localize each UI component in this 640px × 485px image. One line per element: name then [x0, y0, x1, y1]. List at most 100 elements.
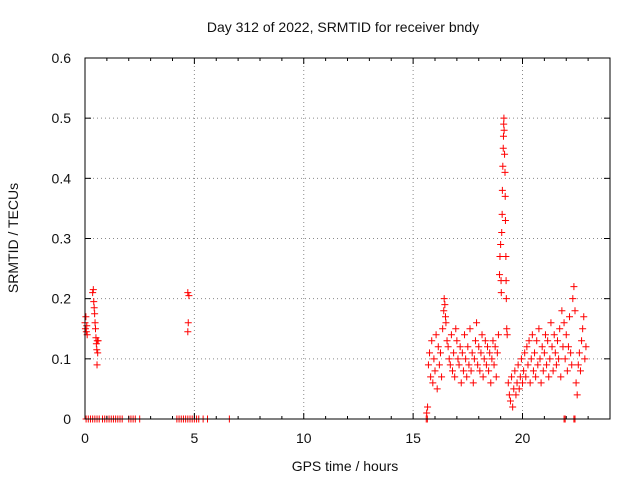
data-point: [443, 337, 451, 345]
data-point: [455, 361, 463, 369]
data-point: [561, 355, 569, 363]
data-point: [94, 349, 102, 357]
data-point: [501, 216, 509, 224]
data-point: [428, 337, 436, 345]
data-point: [491, 343, 499, 351]
data-point: [484, 343, 491, 351]
data-point: [467, 367, 475, 375]
data-point: [451, 373, 459, 381]
data-point: [475, 343, 483, 351]
data-point: [446, 361, 454, 369]
data-point: [503, 331, 511, 339]
data-point: [533, 337, 541, 345]
data-point: [92, 325, 99, 333]
data-point: [551, 349, 559, 357]
data-point: [514, 361, 522, 369]
x-tick-label: 5: [190, 430, 198, 446]
data-point: [497, 241, 505, 249]
data-point: [572, 379, 580, 387]
data-point: [450, 349, 458, 357]
data-point: [466, 325, 474, 333]
data-point: [474, 361, 482, 369]
data-point: [500, 120, 508, 128]
data-point: [439, 325, 447, 333]
data-point: [93, 346, 101, 354]
data-point: [540, 349, 548, 357]
data-point: [185, 292, 193, 300]
data-point: [524, 361, 532, 369]
data-point: [547, 319, 555, 327]
data-point: [93, 361, 101, 369]
data-point: [536, 355, 544, 363]
data-point: [82, 313, 90, 321]
data-point: [447, 331, 455, 339]
data-point: [581, 355, 589, 363]
data-point: [434, 343, 442, 351]
data-point: [184, 328, 192, 336]
data-point: [471, 337, 479, 345]
data-point: [423, 409, 431, 417]
data-point: [552, 361, 560, 369]
data-points: [81, 114, 590, 423]
data-point: [441, 301, 449, 309]
x-tick-label: 0: [81, 430, 89, 446]
data-point: [89, 286, 97, 294]
data-point: [478, 331, 486, 339]
data-point: [463, 373, 471, 381]
data-point: [432, 331, 440, 339]
data-point: [504, 379, 512, 387]
data-point: [556, 325, 564, 333]
data-point: [503, 325, 511, 333]
data-point: [539, 367, 547, 375]
data-point: [457, 379, 465, 387]
data-point: [550, 331, 558, 339]
data-point: [479, 373, 487, 381]
y-tick-label: 0: [63, 411, 71, 427]
data-point: [465, 361, 473, 369]
data-point: [486, 349, 494, 357]
data-point: [489, 337, 497, 345]
data-point: [459, 367, 467, 375]
data-point: [538, 343, 546, 351]
data-point: [574, 361, 582, 369]
data-point: [517, 355, 525, 363]
data-point: [496, 271, 504, 279]
data-point: [430, 355, 438, 363]
data-point: [452, 325, 460, 333]
data-point: [563, 367, 571, 375]
y-axis-label: SRMTID / TECUs: [5, 183, 21, 293]
data-point: [566, 313, 574, 321]
data-point: [532, 373, 540, 381]
data-point: [526, 379, 534, 387]
data-point: [528, 331, 536, 339]
data-point: [570, 283, 578, 291]
data-point: [480, 355, 488, 363]
data-point: [531, 349, 539, 357]
x-tick-label: 15: [405, 430, 421, 446]
data-point: [562, 331, 570, 339]
axis-ticks: [84, 57, 610, 420]
data-point: [508, 373, 516, 381]
data-point: [500, 114, 508, 122]
data-point: [458, 349, 466, 357]
data-point: [546, 355, 554, 363]
data-point: [571, 307, 579, 315]
data-point: [525, 337, 533, 345]
tick-labels: 0 5 10 15 20 0 0.1 0.2 0.3 0.4 0.5 0.6: [52, 50, 531, 446]
data-point: [424, 361, 432, 369]
data-point: [90, 298, 98, 306]
data-point: [578, 337, 586, 345]
data-point: [541, 331, 549, 339]
data-point: [560, 319, 568, 327]
data-point: [544, 337, 552, 345]
data-point: [573, 391, 581, 399]
data-point: [555, 355, 563, 363]
data-point: [92, 340, 100, 348]
data-point: [470, 355, 478, 363]
data-point: [488, 355, 496, 363]
x-axis-label: GPS time / hours: [292, 458, 399, 474]
data-point: [461, 331, 469, 339]
data-point: [501, 192, 509, 200]
y-tick-label: 0.3: [52, 231, 72, 247]
